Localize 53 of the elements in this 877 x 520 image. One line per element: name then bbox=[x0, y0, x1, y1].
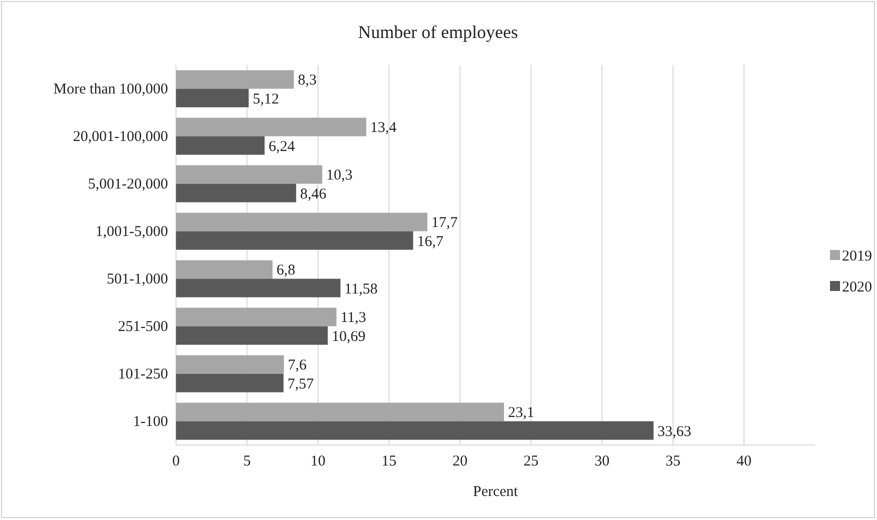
data-label: 6,24 bbox=[268, 138, 296, 155]
bar bbox=[176, 278, 340, 298]
x-tick-label: 10 bbox=[310, 454, 326, 470]
bar bbox=[176, 184, 296, 202]
data-label: 10,3 bbox=[326, 168, 353, 184]
bar bbox=[176, 212, 428, 232]
bar bbox=[176, 231, 414, 250]
x-tick-label: 15 bbox=[382, 454, 396, 470]
bar bbox=[176, 355, 284, 374]
legend-label: 2020 bbox=[842, 279, 872, 296]
chart-title: Number of employees bbox=[358, 22, 518, 42]
bar bbox=[176, 402, 504, 422]
y-tick-label: 1-100 bbox=[133, 414, 168, 430]
y-tick-label: 251-500 bbox=[118, 319, 168, 336]
bar bbox=[176, 70, 294, 89]
data-label: 5,12 bbox=[252, 91, 279, 108]
data-label: 6,8 bbox=[276, 262, 296, 279]
data-label: 7,57 bbox=[287, 376, 314, 392]
data-label: 23,1 bbox=[508, 405, 534, 422]
x-tick-label: 30 bbox=[594, 454, 610, 470]
x-tick-label: 20 bbox=[452, 454, 468, 470]
x-tick-label: 25 bbox=[524, 454, 538, 470]
bar bbox=[176, 308, 336, 326]
y-tick-label: 101-250 bbox=[118, 366, 168, 383]
data-label: 33,63 bbox=[658, 424, 692, 440]
x-tick-label: 35 bbox=[666, 454, 680, 470]
y-tick-label: 501-1,000 bbox=[106, 272, 168, 288]
y-tick-label: 1,001-5,000 bbox=[96, 224, 168, 240]
bar bbox=[176, 326, 328, 345]
data-label: 17,7 bbox=[431, 215, 458, 232]
data-label: 11,3 bbox=[340, 310, 366, 326]
x-tick-label: 5 bbox=[243, 454, 251, 470]
bar bbox=[176, 165, 322, 184]
bar bbox=[176, 374, 284, 392]
y-tick-label: 5,001-20,000 bbox=[88, 176, 168, 193]
legend-label: 2019 bbox=[842, 248, 872, 264]
data-label: 8,46 bbox=[300, 186, 327, 202]
data-label: 13,4 bbox=[370, 120, 398, 136]
y-tick-label: More than 100,000 bbox=[53, 82, 168, 98]
data-label: 8,3 bbox=[298, 72, 317, 89]
x-axis-title: Percent bbox=[473, 484, 519, 500]
bar bbox=[176, 260, 273, 279]
y-tick-label: 20,001-100,000 bbox=[73, 129, 168, 146]
data-label: 7,6 bbox=[288, 358, 308, 374]
bar bbox=[176, 88, 249, 108]
bar bbox=[176, 421, 654, 440]
data-label: 11,58 bbox=[344, 281, 378, 298]
data-label: 10,69 bbox=[332, 328, 366, 345]
x-tick-label: 0 bbox=[172, 454, 180, 470]
bar bbox=[176, 118, 366, 136]
x-tick-label: 40 bbox=[736, 454, 752, 470]
bar bbox=[176, 136, 265, 155]
data-label: 16,7 bbox=[417, 234, 444, 250]
